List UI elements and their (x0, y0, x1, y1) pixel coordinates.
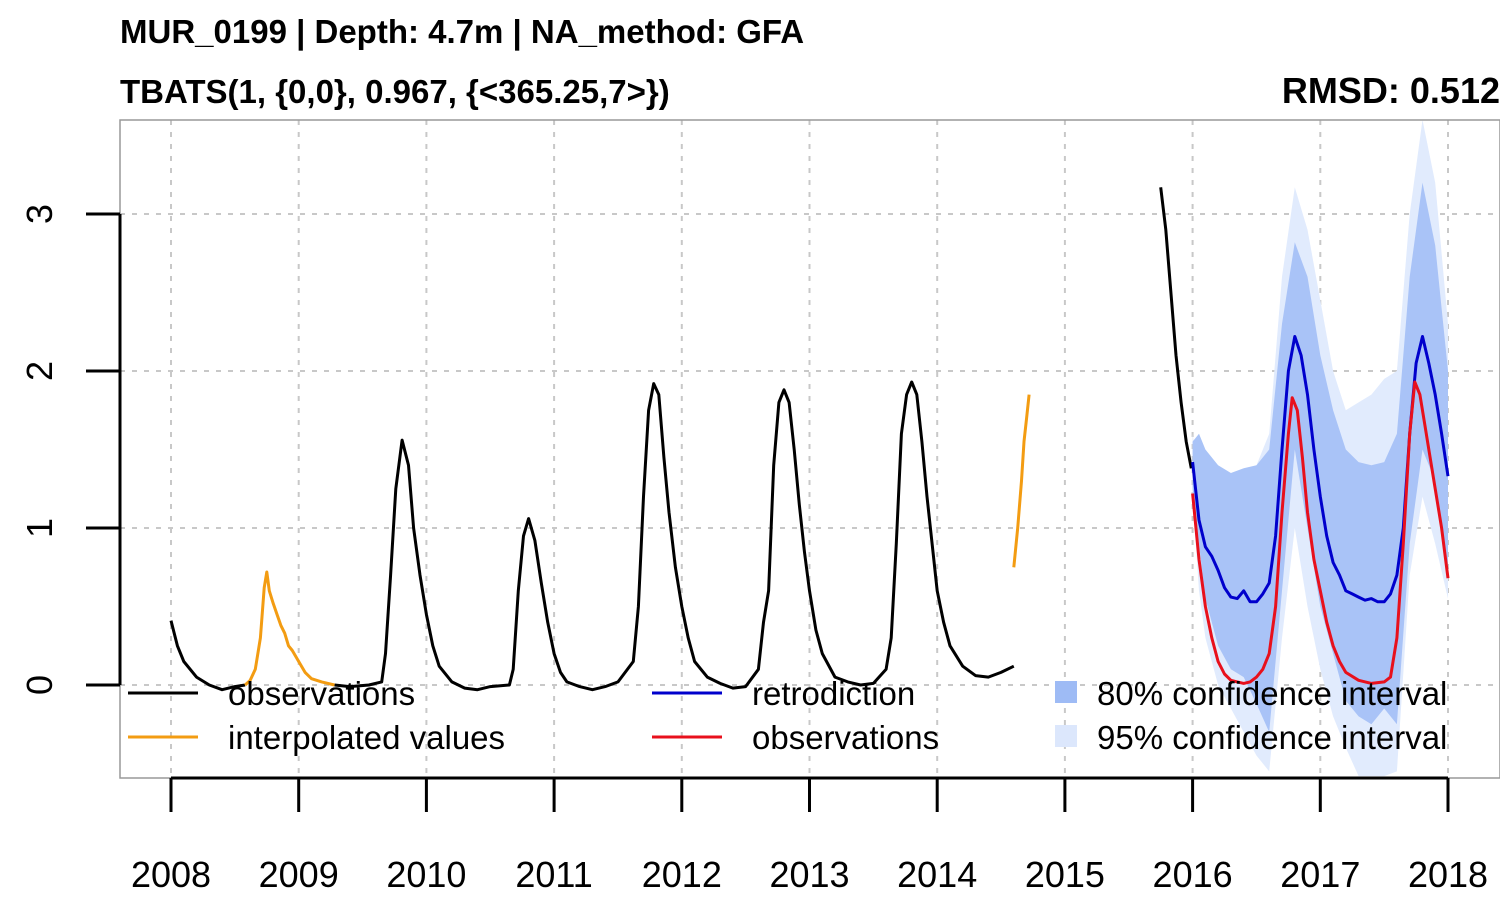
validation_observations-line (1191, 380, 1450, 685)
interpolated-line (244, 570, 335, 687)
x-tick-label: 2011 (515, 854, 592, 895)
y-tick-label: 3 (19, 204, 60, 224)
legend: observations interpolated values retrodict… (128, 675, 1447, 756)
observations-line (169, 620, 246, 692)
x-tick-label: 2008 (131, 854, 211, 895)
legend-label: observations (228, 675, 415, 712)
observations-line (334, 380, 1015, 692)
legend-label: interpolated values (228, 719, 505, 756)
x-tick-label: 2018 (1408, 854, 1488, 895)
x-tick-label: 2010 (386, 854, 466, 895)
chart-title: MUR_0199 | Depth: 4.7m | NA_method: GFA (120, 13, 804, 50)
x-tick-label: 2015 (1025, 854, 1105, 895)
rmsd-label: RMSD: 0.512 (1282, 70, 1500, 111)
legend-label: retrodiction (752, 675, 915, 712)
x-tick-label: 2013 (769, 854, 849, 895)
interpolated-line (1012, 394, 1031, 568)
series-lines (169, 187, 1450, 692)
observations-line (1159, 187, 1193, 469)
legend-swatch (1055, 681, 1077, 703)
x-tick-label: 2014 (897, 854, 977, 895)
y-tick-label: 2 (19, 361, 60, 381)
x-tick-label: 2012 (642, 854, 722, 895)
legend-label: observations (752, 719, 939, 756)
y-tick-label: 1 (19, 518, 60, 538)
legend-swatch (1055, 725, 1077, 747)
axes: 2008 2009 2010 2011 2012 2013 2014 2015 2016 2017… (19, 204, 1488, 895)
y-tick-label: 0 (19, 675, 60, 695)
x-tick-label: 2017 (1280, 854, 1360, 895)
legend-label: 80% confidence interval (1097, 675, 1447, 712)
x-tick-label: 2009 (259, 854, 339, 895)
legend-label: 95% confidence interval (1097, 719, 1447, 756)
ci80-band (1192, 182, 1448, 733)
confidence-bands (1192, 120, 1448, 777)
chart-subtitle: TBATS(1, {0,0}, 0.967, {<365.25,7>}) (120, 73, 670, 110)
grid (120, 120, 1500, 778)
x-tick-label: 2016 (1153, 854, 1233, 895)
